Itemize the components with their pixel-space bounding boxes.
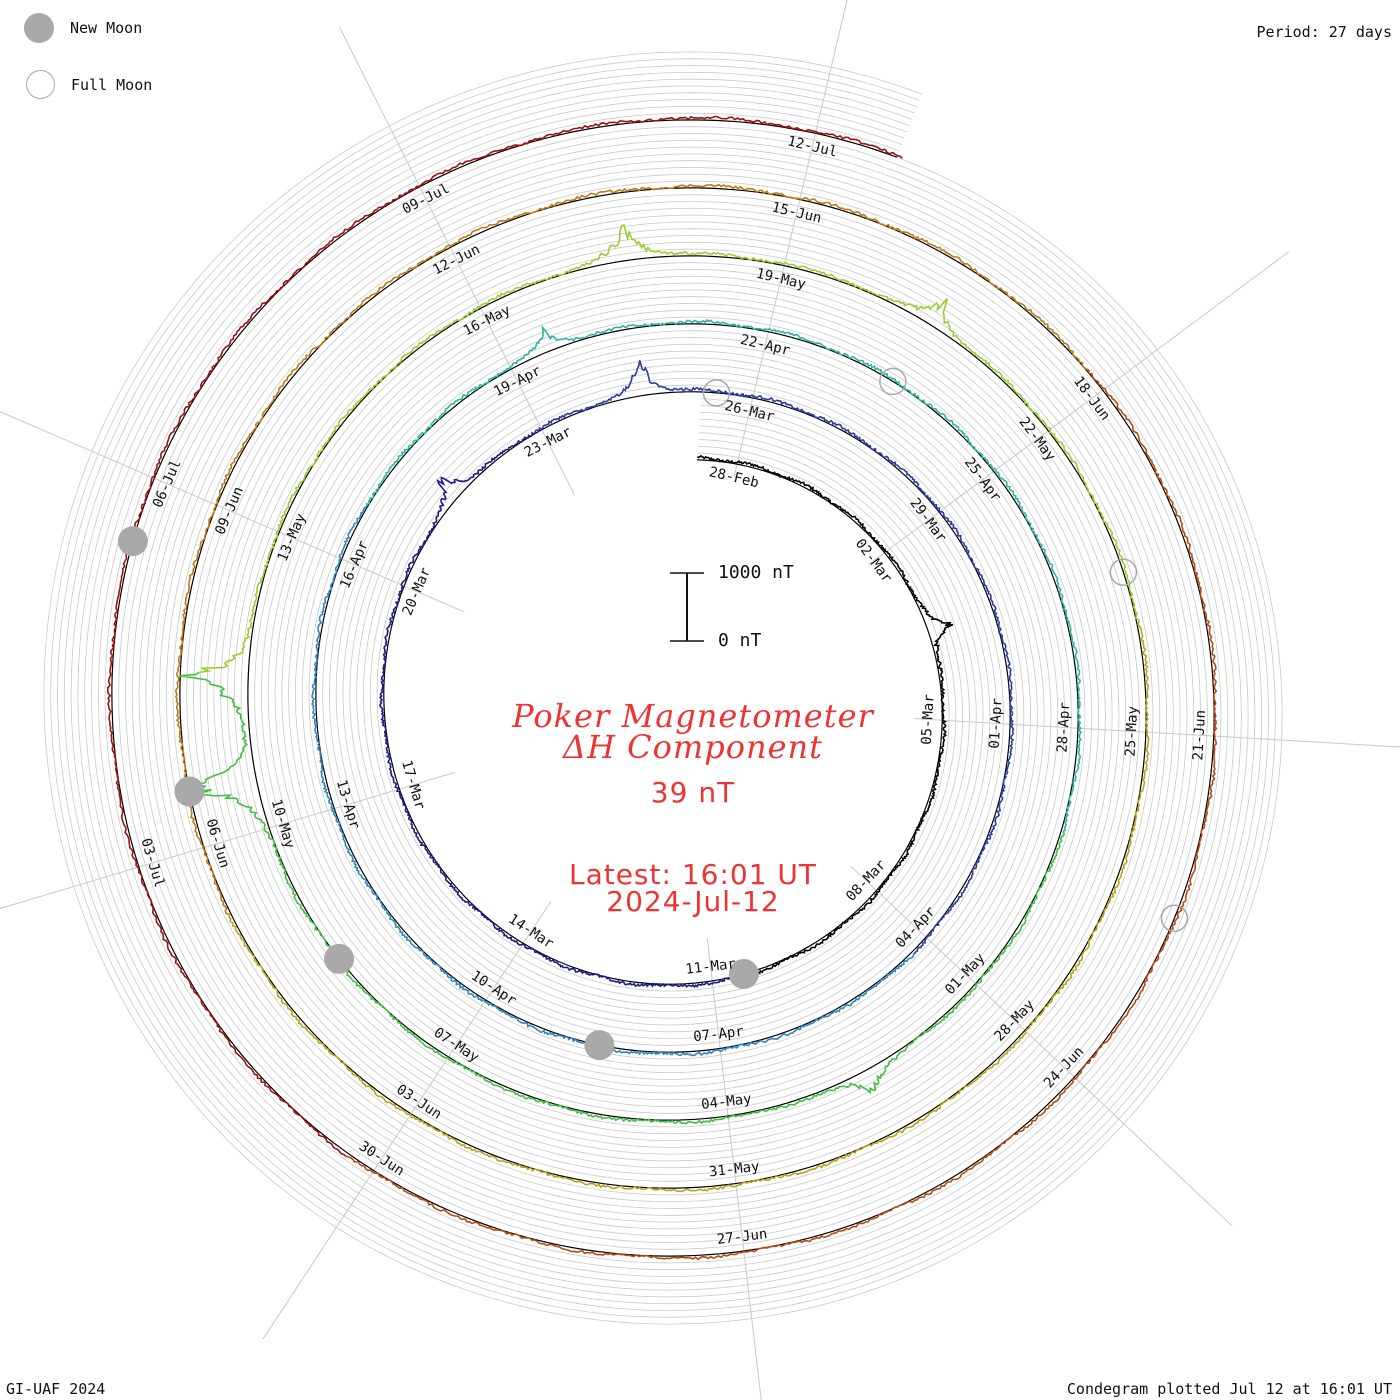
date-label: 16-Apr: [337, 538, 372, 591]
trace-segment: [365, 318, 1083, 833]
moon-markers: [117, 367, 1189, 1061]
magnetometer-traces: [107, 115, 1218, 1261]
date-label: 18-Jun: [1070, 374, 1113, 424]
date-label: 29-Mar: [906, 495, 949, 545]
grid-spoke: [868, 251, 1290, 566]
chart-subtitle: ΔH Component: [562, 728, 824, 766]
grid-spoke: [706, 938, 762, 1400]
chart-title: Poker Magnetometer: [512, 697, 874, 735]
new-moon-marker: [324, 943, 355, 974]
grid-spoke: [262, 901, 552, 1340]
credit-label: GI-UAF 2024: [6, 1380, 106, 1398]
date-label: 11-Mar: [685, 956, 737, 978]
current-value: 39 nT: [650, 776, 736, 809]
grid-spoke: [850, 865, 1233, 1227]
full-moon-marker: [702, 379, 731, 407]
date-label: 03-Jun: [393, 1082, 444, 1123]
full-moon-marker: [1160, 904, 1189, 933]
legend-new-moon-label: New Moon: [70, 19, 143, 37]
grid-spiral-line: [63, 71, 1263, 1305]
grid-spoke: [0, 411, 465, 613]
new-moon-icon: [24, 13, 54, 43]
grid-spiral-line: [91, 99, 1235, 1277]
full-moon-icon: [26, 70, 55, 99]
grid-spiral-line: [84, 92, 1242, 1284]
grid-spiral-line: [70, 78, 1256, 1298]
trace-segment: [174, 183, 1090, 916]
date-label: 28-Apr: [1055, 702, 1074, 753]
trace-segment: [696, 454, 954, 977]
date-label: 04-May: [700, 1091, 752, 1113]
scale-bottom-label: 0 nT: [718, 630, 762, 651]
date-label: 07-May: [431, 1025, 482, 1066]
date-label: 07-Apr: [692, 1024, 744, 1046]
scale-bar: [670, 572, 704, 642]
date-label: 25-Apr: [961, 455, 1004, 505]
date-label: 02-Mar: [852, 536, 895, 586]
legend-full-moon-label: Full Moon: [71, 75, 153, 94]
new-moon-marker: [117, 526, 148, 557]
grid-spoke: [338, 26, 575, 496]
date-label: 20-Mar: [400, 565, 435, 618]
date-label: 30-Jun: [356, 1138, 407, 1179]
grid-spiral-line: [97, 105, 1229, 1271]
grid-spoke: [914, 718, 1400, 748]
date-label: 23-Mar: [522, 424, 574, 461]
date-label: 10-Apr: [468, 968, 519, 1009]
trace-segment: [228, 619, 1150, 1193]
trace-segment: [311, 505, 915, 1057]
grid-spiral-line: [104, 112, 1222, 1264]
date-label: 01-Apr: [987, 698, 1006, 749]
scale-top-label: 1000 nT: [718, 562, 794, 583]
date-label: 24-Jun: [1041, 1044, 1087, 1092]
new-moon-marker: [174, 776, 205, 807]
date-label: 21-Jun: [1190, 710, 1209, 761]
trace-segment: [107, 115, 903, 1157]
plotted-timestamp: Condegram plotted Jul 12 at 16:01 UT: [1066, 1380, 1392, 1398]
new-moon-marker: [728, 959, 759, 990]
date-label: 01-May: [942, 950, 988, 998]
latest-date: 2024-Jul-12: [606, 885, 780, 918]
trace-segment: [179, 671, 1066, 1125]
date-label: 22-May: [1015, 414, 1058, 464]
date-label: 31-May: [708, 1159, 760, 1181]
date-label: 27-Jun: [716, 1226, 768, 1248]
latest-time: Latest: 16:01 UT: [568, 858, 818, 891]
date-label: 05-Mar: [919, 694, 938, 745]
full-moon-marker: [1109, 558, 1138, 587]
date-label: 06-Jul: [150, 457, 185, 510]
date-label: 28-Feb: [707, 464, 760, 491]
trace-segment: [345, 369, 1218, 1261]
period-label: Period: 27 days: [1256, 23, 1392, 41]
date-label: 25-May: [1122, 706, 1141, 757]
new-moon-marker: [584, 1030, 615, 1061]
grid-spiral-line: [57, 65, 1269, 1311]
grid-spiral-line: [77, 85, 1249, 1291]
zero-baseline-spiral: [111, 119, 1215, 1257]
date-label: 09-Jun: [212, 484, 247, 537]
date-label: 28-May: [992, 997, 1038, 1045]
trace-segment: [379, 434, 751, 989]
trace-segment: [198, 223, 1140, 674]
full-moon-marker: [879, 367, 907, 396]
date-label: 13-May: [275, 511, 310, 564]
legend-full-moon: Full Moon: [26, 70, 152, 99]
legend-new-moon: New Moon: [24, 13, 142, 43]
grid-spiral-line: [50, 58, 1276, 1318]
trace-segment: [531, 360, 1015, 955]
